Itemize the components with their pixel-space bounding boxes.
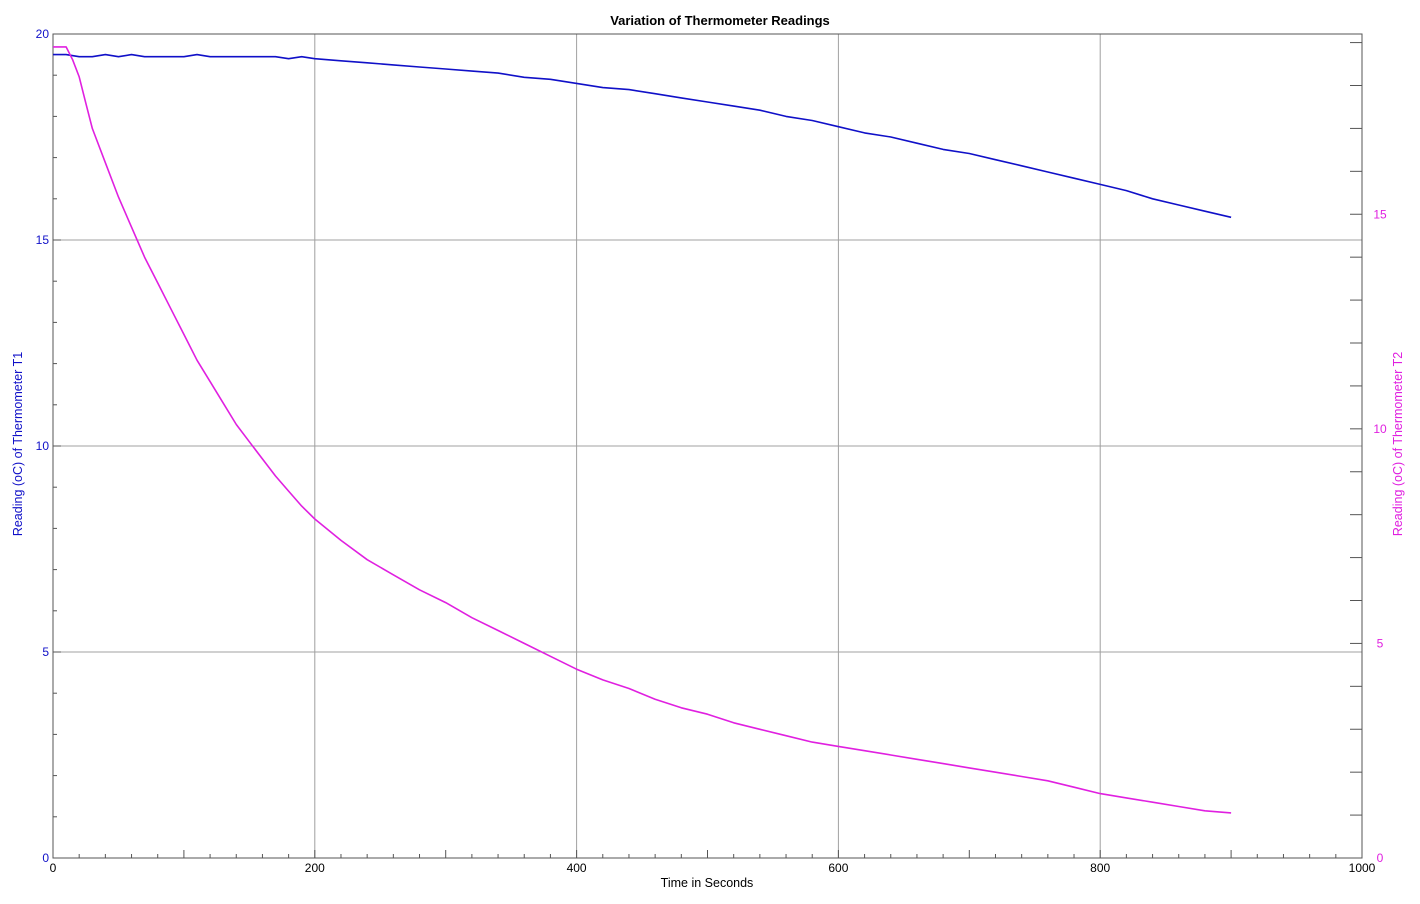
y-right-tick-label: 5 [1377,636,1384,650]
y-left-tick-label: 15 [36,233,50,247]
y-right-tick-label: 10 [1373,422,1387,436]
y-left-tick-label: 20 [36,27,50,41]
y-left-tick-label: 0 [42,851,49,865]
grid-layer [53,34,1362,858]
x-tick-label: 0 [50,861,57,875]
y-right-tick-label: 0 [1377,851,1384,865]
x-tick-label: 400 [567,861,587,875]
y-left-tick-label: 10 [36,439,50,453]
chart-title: Variation of Thermometer Readings [610,13,830,28]
y-right-tick-label: 15 [1373,207,1387,221]
x-tick-label: 800 [1090,861,1110,875]
y-left-tick-label: 5 [42,645,49,659]
y-right-axis-title: Reading (oC) of Thermometer T2 [1391,352,1405,536]
x-axis-title: Time in Seconds [661,876,754,890]
y-left-axis-title: Reading (oC) of Thermometer T1 [11,352,25,536]
x-tick-label: 200 [305,861,325,875]
x-tick-label: 1000 [1349,861,1376,875]
x-tick-label: 600 [828,861,848,875]
series-layer [53,46,1232,814]
series-line-t1 [53,53,1232,219]
series-line-t2 [53,46,1232,814]
